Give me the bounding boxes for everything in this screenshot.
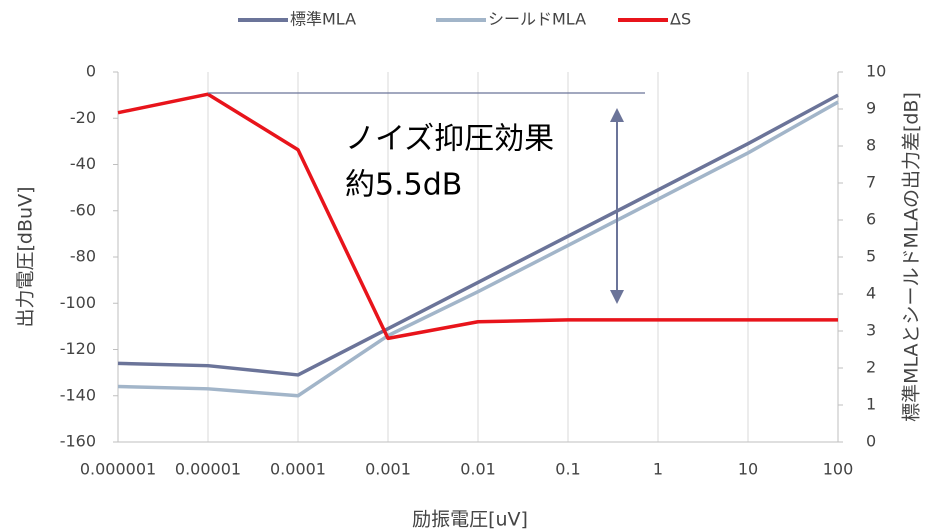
x-tick-label: 0.0001 xyxy=(270,460,326,479)
y-tick-label: -140 xyxy=(60,385,96,404)
y2-tick-label: 9 xyxy=(866,99,876,118)
y-tick-label: -120 xyxy=(60,339,96,358)
y-tick-label: -40 xyxy=(70,154,96,173)
x-tick-label: 0.00001 xyxy=(175,460,241,479)
y-axis-title: 出力電圧[dBuV] xyxy=(15,187,37,328)
annotation: ノイズ抑圧効果 xyxy=(345,122,554,157)
y2-tick-label: 8 xyxy=(866,136,876,155)
y2-tick-label: 6 xyxy=(866,210,876,229)
y2-tick-label: 0 xyxy=(866,432,876,451)
x-tick-label: 0.01 xyxy=(460,460,496,479)
series-line xyxy=(117,93,839,377)
x-tick-label: 1 xyxy=(653,460,663,479)
x-tick-label: 10 xyxy=(738,460,758,479)
series-line xyxy=(117,100,839,398)
annotation: 約5.5dB xyxy=(345,168,462,203)
x-tick-label: 100 xyxy=(823,460,854,479)
y-tick-label: -160 xyxy=(60,432,96,451)
y2-tick-label: 1 xyxy=(866,395,876,414)
y2-tick-label: 2 xyxy=(866,358,876,377)
y-tick-label: -80 xyxy=(70,247,96,266)
y2-tick-label: 4 xyxy=(866,284,876,303)
legend-label: ΔS xyxy=(670,10,691,29)
x-axis-title: 励振電圧[uV] xyxy=(412,509,528,531)
x-tick-label: 0.000001 xyxy=(80,460,156,479)
y-tick-label: -20 xyxy=(70,108,96,127)
legend-label: シールドMLA xyxy=(488,10,586,29)
legend-label: 標準MLA xyxy=(290,10,356,29)
y2-tick-label: 7 xyxy=(866,173,876,192)
x-tick-label: 0.1 xyxy=(555,460,580,479)
y-tick-label: -60 xyxy=(70,200,96,219)
arrow-head xyxy=(610,290,624,304)
y-tick-label: 0 xyxy=(86,62,96,81)
y2-axis-title: 標準MLAとシールドMLAの出力差[dB] xyxy=(901,92,923,422)
x-tick-label: 0.001 xyxy=(365,460,411,479)
series-line xyxy=(117,92,838,341)
y2-tick-label: 10 xyxy=(866,62,886,81)
y2-tick-label: 5 xyxy=(866,247,876,266)
arrow-head xyxy=(610,108,624,122)
y-tick-label: -100 xyxy=(60,293,96,312)
y2-tick-label: 3 xyxy=(866,321,876,340)
